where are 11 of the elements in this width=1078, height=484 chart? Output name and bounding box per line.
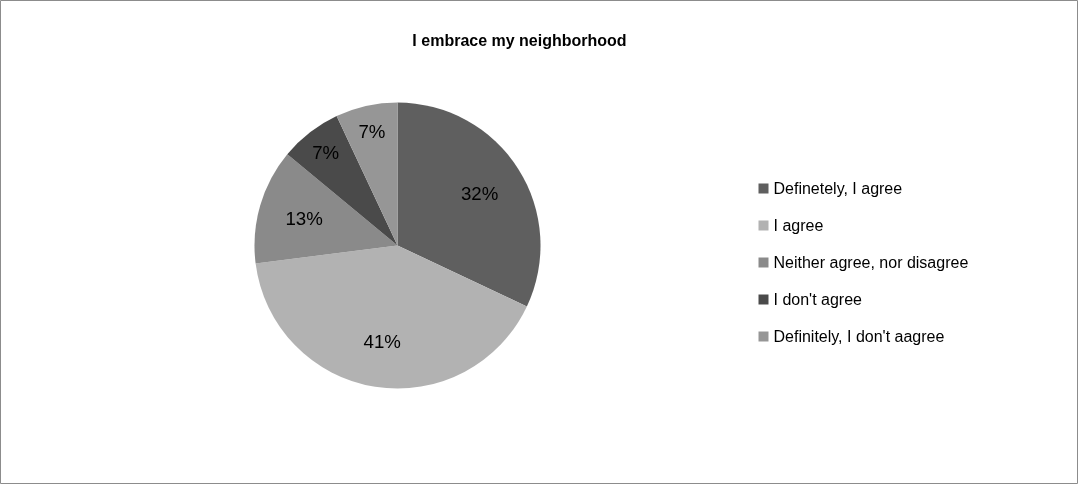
data-label: 7%	[358, 120, 386, 142]
data-label: 7%	[312, 142, 340, 164]
legend-label: I don't agree	[773, 291, 863, 308]
legend-label: Definitely, I don't aagree	[773, 328, 945, 345]
legend-label: Neither agree, nor disagree	[773, 254, 969, 271]
data-label: 32%	[460, 182, 499, 204]
chart-title: I embrace my neighborhood	[412, 32, 627, 49]
data-label: 41%	[363, 331, 401, 353]
data-label: 13%	[285, 207, 323, 229]
legend-label: Definetely, I agree	[773, 180, 903, 197]
legend-label: I agree	[773, 217, 824, 234]
